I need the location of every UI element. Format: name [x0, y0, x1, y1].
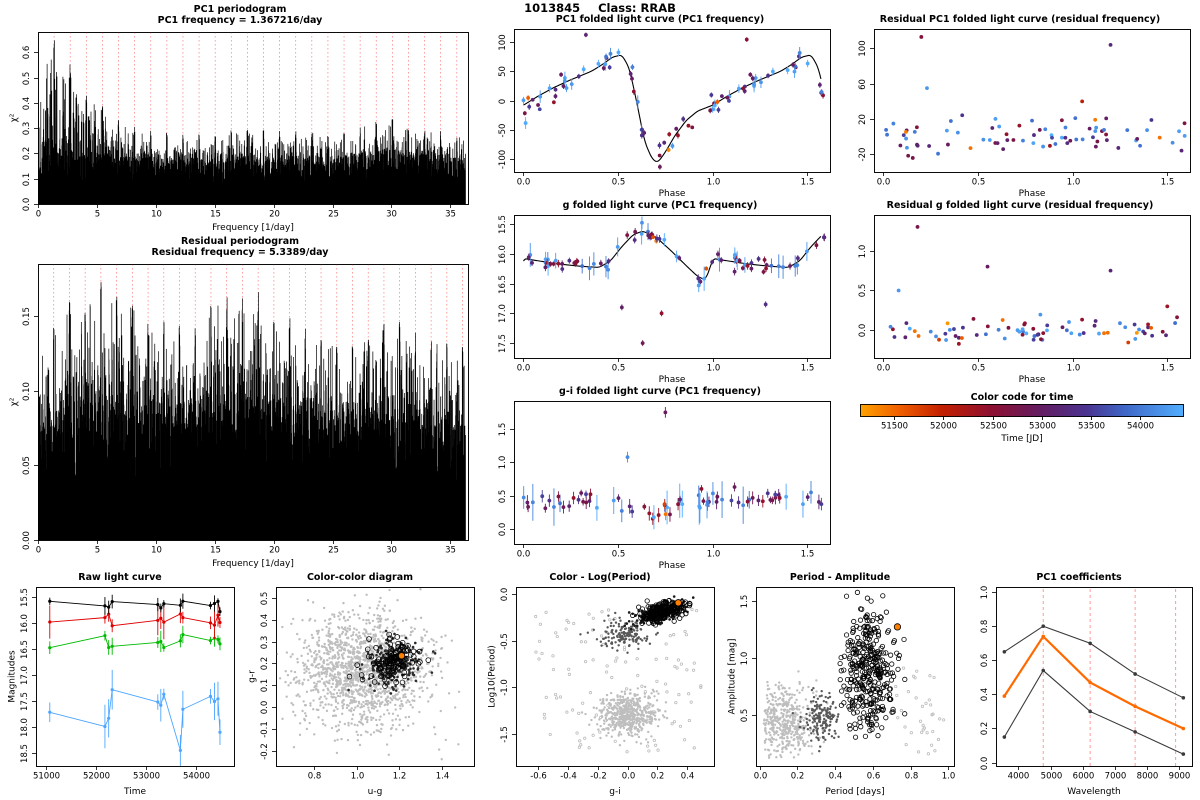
panel-title: PC1 periodogram — [193, 4, 287, 15]
class-label: Class: RRAB — [598, 1, 676, 15]
panel-caption: PC1 periodogram PC1 frequency = 1.367216… — [2, 4, 478, 26]
panel-period-amplitude: Period - Amplitude — [720, 572, 960, 798]
panel-title: g folded light curve (PC1 frequency) — [562, 200, 758, 211]
panel-title: Residual periodogram — [180, 236, 300, 247]
residual-g-folded-canvas — [842, 211, 1198, 386]
panel-color-logperiod: Color - Log(Period) — [480, 572, 720, 798]
panel-g-folded: g folded light curve (PC1 frequency) — [482, 200, 838, 386]
star-id: 1013845 — [524, 1, 581, 15]
pc1-periodogram-canvas — [2, 26, 478, 234]
panel-pc1-periodogram: PC1 periodogram PC1 frequency = 1.367216… — [2, 4, 478, 234]
panel-title: Color - Log(Period) — [549, 572, 651, 583]
panel-subtitle: PC1 frequency = 1.367216/day — [157, 15, 323, 26]
panel-time-colorbar: Color code for time — [850, 392, 1194, 450]
raw-light-curve-canvas — [0, 583, 240, 798]
panel-title: g-i folded light curve (PC1 frequency) — [559, 386, 761, 397]
panel-caption: Residual periodogram Residual frequency … — [2, 236, 478, 258]
color-color-canvas — [240, 583, 480, 798]
panel-color-color: Color-color diagram — [240, 572, 480, 798]
panel-pc1-folded: PC1 folded light curve (PC1 frequency) — [482, 14, 838, 200]
residual-pc1-folded-canvas — [842, 25, 1198, 200]
panel-title: Color-color diagram — [306, 572, 414, 583]
g-folded-canvas — [482, 211, 838, 386]
gi-folded-canvas — [482, 397, 838, 572]
colorbar-title: Color code for time — [970, 392, 1074, 403]
main-title: 1013845 Class: RRAB — [0, 2, 1200, 14]
panel-residual-g-folded: Residual g folded light curve (residual … — [842, 200, 1198, 386]
panel-title: PC1 folded light curve (PC1 frequency) — [555, 14, 765, 25]
panel-raw-light-curve: Raw light curve — [0, 572, 240, 798]
period-amplitude-canvas — [720, 583, 960, 798]
panel-residual-pc1-folded: Residual PC1 folded light curve (residua… — [842, 14, 1198, 200]
panel-subtitle: Residual frequency = 5.3389/day — [151, 247, 329, 258]
panel-residual-periodogram: Residual periodogram Residual frequency … — [2, 236, 478, 570]
panel-title: Period - Amplitude — [789, 572, 891, 583]
panel-title: Residual PC1 folded light curve (residua… — [879, 14, 1161, 25]
panel-gi-folded: g-i folded light curve (PC1 frequency) — [482, 386, 838, 572]
panel-title: Raw light curve — [78, 572, 162, 583]
pc1-coefficients-canvas — [960, 583, 1198, 798]
panel-pc1-coefficients: PC1 coefficients — [960, 572, 1198, 798]
color-logperiod-canvas — [480, 583, 720, 798]
time-colorbar-canvas — [850, 403, 1194, 450]
panel-title: PC1 coefficients — [1036, 572, 1122, 583]
panel-title: Residual g folded light curve (residual … — [886, 200, 1154, 211]
pc1-folded-canvas — [482, 25, 838, 200]
residual-periodogram-canvas — [2, 258, 478, 570]
